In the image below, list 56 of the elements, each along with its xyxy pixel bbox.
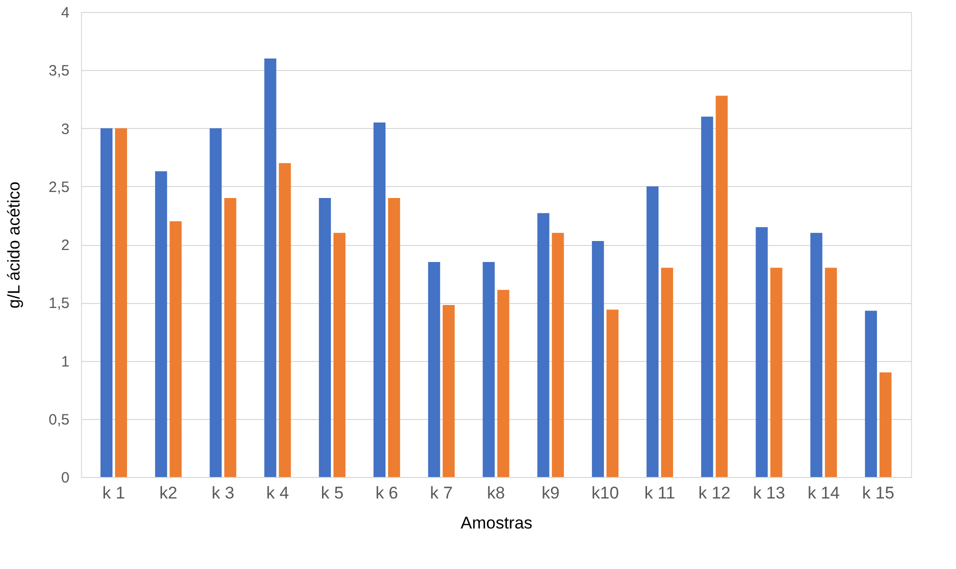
x-tick-label: k10 xyxy=(592,484,619,502)
bar xyxy=(333,232,346,477)
x-tick-label: k 1 xyxy=(102,484,126,502)
x-tick-label: k8 xyxy=(487,484,505,502)
y-tick-label: 2,5 xyxy=(48,178,70,196)
bar xyxy=(592,241,604,477)
x-tick-label: k 7 xyxy=(430,484,453,502)
bar xyxy=(701,116,714,477)
bar xyxy=(318,198,331,477)
bar xyxy=(606,310,618,477)
bar xyxy=(810,232,822,477)
bar xyxy=(278,163,291,477)
x-tick-label: k2 xyxy=(159,484,178,502)
y-tick-label: 4 xyxy=(61,4,70,22)
bar xyxy=(756,227,768,477)
x-tick-label: k 4 xyxy=(266,484,289,502)
x-tick-label: k 14 xyxy=(808,484,840,502)
y-tick-label: 1,5 xyxy=(48,295,70,312)
x-tick-label: k 5 xyxy=(320,484,344,502)
bar xyxy=(497,290,510,477)
bar xyxy=(824,268,837,477)
bar xyxy=(482,262,495,477)
bar xyxy=(646,186,659,477)
x-axis-title: Amostras xyxy=(460,514,532,532)
bar xyxy=(224,198,236,477)
x-tick-label: k 3 xyxy=(212,484,234,502)
y-tick-label: 1 xyxy=(61,353,70,370)
y-tick-label: 2 xyxy=(61,237,70,254)
y-tick-label: 3,5 xyxy=(48,62,70,80)
y-tick-label: 0 xyxy=(61,470,70,486)
x-tick-label: k 12 xyxy=(698,484,730,502)
bar xyxy=(442,304,455,477)
bar xyxy=(864,310,877,477)
x-tick-label: k9 xyxy=(542,484,560,502)
bar xyxy=(170,221,182,477)
y-tick-label: 3 xyxy=(61,120,70,138)
bar xyxy=(264,58,276,477)
x-tick-label: k 11 xyxy=(644,484,676,502)
bar xyxy=(374,122,386,477)
bar xyxy=(552,232,564,477)
bar xyxy=(880,372,892,477)
bar xyxy=(661,268,674,477)
x-tick-label: k 13 xyxy=(752,484,786,502)
bar xyxy=(428,262,440,477)
bar xyxy=(155,171,168,477)
y-axis-title: g/L ácido acético xyxy=(4,182,24,308)
y-tick-label: 0,5 xyxy=(48,411,70,428)
bar xyxy=(210,128,222,477)
bar xyxy=(100,128,112,477)
x-tick-label: k 6 xyxy=(375,484,398,502)
bar xyxy=(115,128,128,477)
x-tick-label: k 15 xyxy=(862,484,894,502)
bar xyxy=(388,198,400,477)
bar xyxy=(770,268,782,477)
bar xyxy=(537,213,550,477)
bar xyxy=(716,96,728,477)
